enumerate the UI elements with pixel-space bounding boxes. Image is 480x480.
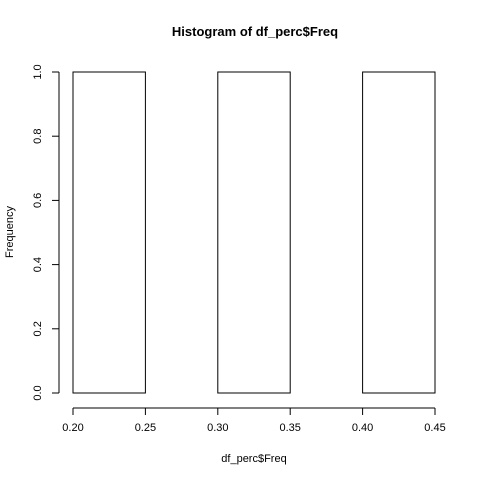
bars-group: [72, 71, 436, 394]
x-tick-label-2: 0.30: [207, 422, 228, 434]
y-tick-label-4: 0.8: [32, 129, 44, 144]
x-tick-label-4: 0.40: [352, 422, 373, 434]
histogram-bar-4: [362, 71, 436, 394]
x-tick-label-0: 0.20: [62, 422, 83, 434]
y-tick-label-1: 0.2: [32, 321, 44, 336]
y-tick-label-2: 0.4: [32, 257, 44, 272]
y-tick-label-5: 1.0: [32, 64, 44, 79]
histogram-bar-2: [217, 71, 291, 394]
x-tick-label-3: 0.35: [279, 422, 300, 434]
chart-title: Histogram of df_perc$Freq: [172, 24, 338, 39]
histogram-bar-0: [72, 71, 146, 394]
y-axis: 0.0 0.2 0.4 0.6 0.8 1.0: [32, 64, 60, 401]
x-tick-label-5: 0.45: [424, 422, 445, 434]
x-tick-label-1: 0.25: [135, 422, 156, 434]
x-axis-label: df_perc$Freq: [221, 453, 286, 465]
y-tick-label-0: 0.0: [32, 385, 44, 400]
y-axis-label: Frequency: [4, 206, 16, 258]
y-tick-label-3: 0.6: [32, 193, 44, 208]
x-axis: 0.20 0.25 0.30 0.35 0.40 0.45: [62, 407, 446, 434]
